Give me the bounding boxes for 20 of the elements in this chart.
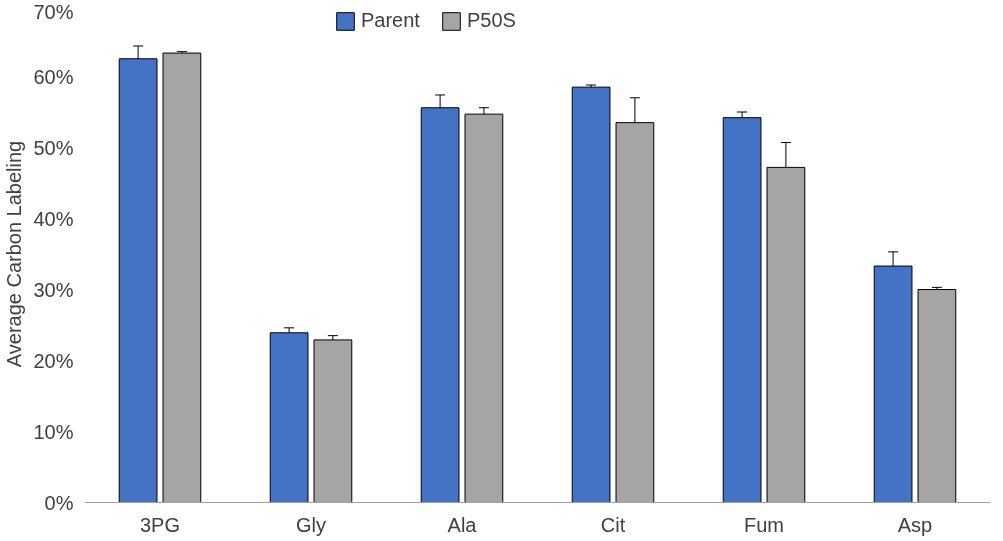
legend-label: P50S [466, 9, 516, 32]
y-tick-label: 10% [33, 420, 74, 443]
x-tick-label: Cit [600, 513, 626, 536]
y-axis-title: Average Carbon Labeling [3, 140, 26, 368]
x-tick-label: Asp [897, 513, 933, 536]
y-tick-label: 0% [44, 491, 74, 514]
y-tick-label: 30% [33, 278, 74, 301]
x-tick-label: Fum [744, 513, 784, 536]
y-tick-label: 40% [33, 207, 74, 230]
y-tick-label: 20% [33, 349, 74, 372]
bar [269, 332, 309, 503]
y-tick-label: 70% [33, 0, 74, 23]
bar [571, 86, 611, 503]
x-tick-label: Gly [296, 513, 326, 536]
y-tick-label: 60% [33, 65, 74, 88]
x-tick-label: 3PG [139, 513, 181, 536]
legend-label: Parent [361, 9, 420, 32]
x-tick-label: Ala [447, 513, 478, 536]
y-tick-label: 50% [33, 136, 74, 159]
bar [722, 117, 762, 503]
